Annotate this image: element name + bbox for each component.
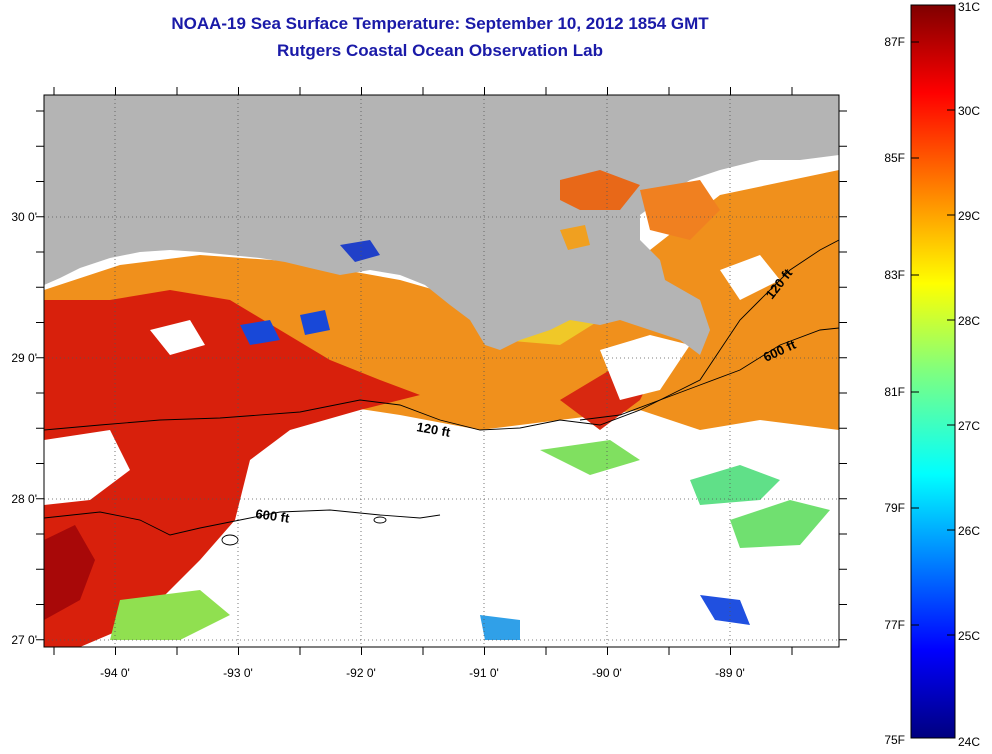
sst-cold-patch [700,595,750,625]
cloud-gap [150,320,205,355]
sst-cold-patch [240,320,280,345]
contour-line-120ft [44,239,839,431]
colorbar-c-label: 30C [958,104,980,118]
sst-cool-patch [110,590,230,640]
bathymetry-contours [44,239,839,546]
colorbar-c-label: 27C [958,419,980,433]
inland-water [560,225,590,250]
map-title: NOAA-19 Sea Surface Temperature: Septemb… [171,14,709,33]
colorbar-c-label: 25C [958,629,980,643]
lat-tick-label: 29 0' [11,351,37,365]
colorbar-f-label: 85F [884,151,905,165]
lon-tick-label: -91 0' [469,666,499,680]
colorbar-gradient [910,4,956,739]
colorbar-ticks [911,41,955,636]
colorbar-f-label: 87F [884,35,905,49]
lat-tick-label: 30 0' [11,210,37,224]
contour-line-600ft [44,327,839,536]
sst-cold-patch [300,310,330,335]
lon-tick-label: -92 0' [346,666,376,680]
axis-ticks [36,87,847,655]
map-subtitle: Rutgers Coastal Ocean Observation Lab [277,41,603,60]
colorbar-c-label: 26C [958,524,980,538]
lon-tick-label: -94 0' [100,666,130,680]
colorbar-c-label: 24C [958,735,980,749]
map-frame [43,94,840,648]
longitude-axis: -94 0' -93 0' -92 0' -91 0' -90 0' -89 0… [100,666,745,680]
sst-cool-patch [690,465,780,505]
contour-label: 600 ft [255,506,291,526]
sst-cool-patch [730,500,830,548]
lat-tick-label: 28 0' [11,492,37,506]
colorbar: 87F 85F 83F 81F 79F 77F 75F 31C 30C 29C … [884,0,980,749]
sst-cool-patch [540,440,640,475]
lat-tick-label: 27 0' [11,633,37,647]
cloud-gap [44,430,130,505]
cloud-gap [720,255,780,300]
sst-cold-patch [480,615,520,640]
contour-label: 120 ft [415,419,452,440]
colorbar-f-label: 83F [884,268,905,282]
colorbar-c-label: 28C [958,314,980,328]
colorbar-c-label: 31C [958,0,980,14]
sst-hot-region [44,290,420,647]
colorbar-f-label: 79F [884,501,905,515]
map-area [44,95,839,647]
colorbar-c-label: 29C [958,209,980,223]
inland-water [340,240,380,262]
latitude-axis: 30 0' 29 0' 28 0' 27 0' [11,210,37,647]
land-mass [44,95,839,355]
inland-water [560,170,640,210]
cloud-gap [600,335,690,400]
inland-water [640,180,720,240]
sst-hottest-corner [44,525,95,620]
lon-tick-label: -90 0' [592,666,622,680]
colorbar-f-label: 77F [884,618,905,632]
graticule [44,95,839,647]
lon-tick-label: -89 0' [715,666,745,680]
colorbar-f-label: 75F [884,733,905,747]
colorbar-f-label: 81F [884,385,905,399]
lon-tick-label: -93 0' [223,666,253,680]
cloud-gap [220,540,480,620]
